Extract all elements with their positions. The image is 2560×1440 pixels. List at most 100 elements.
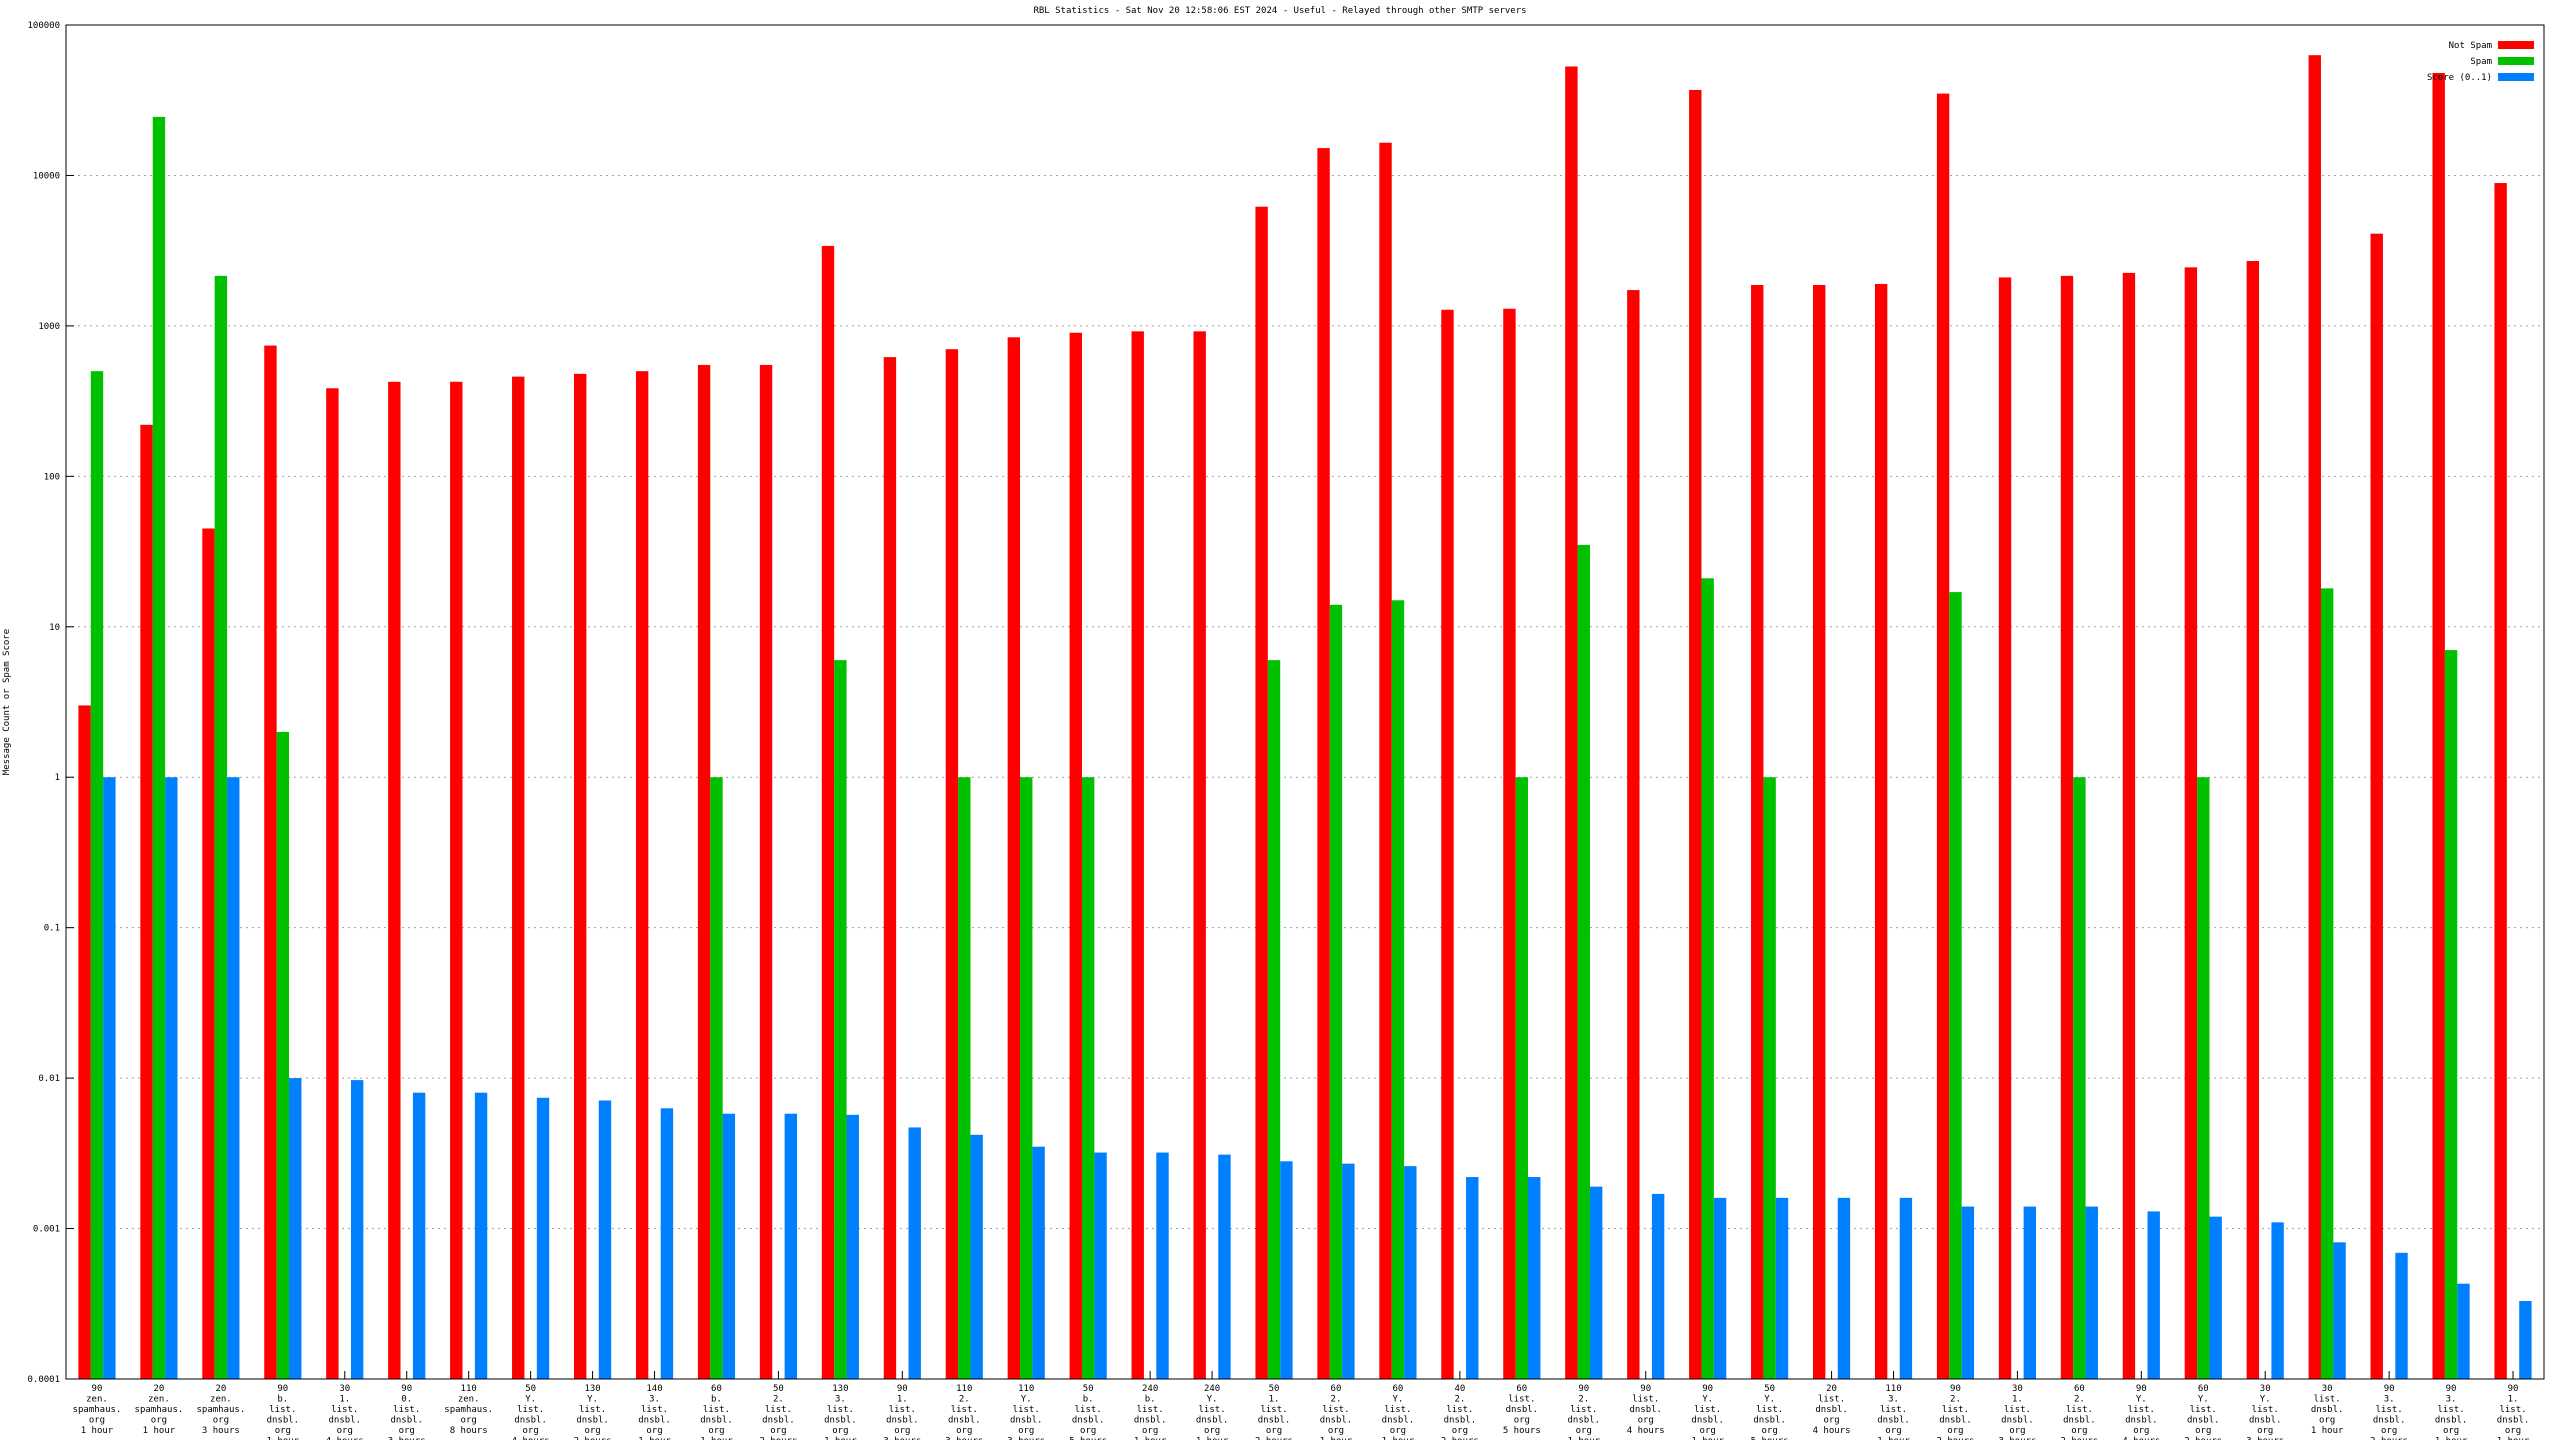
x-tick-label-line: b. (1083, 1395, 1094, 1405)
bar (697, 364, 711, 1379)
bar (1317, 148, 1330, 1380)
x-tick-label-line: 90 (1640, 1384, 1651, 1394)
x-tick-label-line: 1 hour (2497, 1437, 2530, 1440)
x-tick-label-line: 1 hour (2435, 1437, 2468, 1440)
legend-label: Not Spam (2449, 41, 2492, 51)
x-tick-label-line: dnsbl. (390, 1416, 423, 1426)
x-tick-label-line: list. (1508, 1395, 1535, 1405)
x-tick-label-line: org (399, 1426, 415, 1436)
bar (1577, 544, 1590, 1379)
x-tick-label-line: 2 hours (759, 1437, 797, 1440)
x-tick-label-line: 1 hour (1382, 1437, 1415, 1440)
bar (958, 777, 971, 1379)
x-tick-label-line: 3. (649, 1395, 660, 1405)
bar (1689, 89, 1702, 1379)
x-tick-label-line: 30 (2260, 1384, 2271, 1394)
x-tick-label-line: org (275, 1426, 291, 1436)
x-tick-label-line: org (1514, 1416, 1530, 1426)
x-tick-label-line: list. (1384, 1405, 1411, 1415)
x-tick-label-line: 3. (2446, 1395, 2457, 1405)
x-tick-label-line: org (832, 1426, 848, 1436)
x-tick-label-line: 1 hour (1691, 1437, 1724, 1440)
y-tick-label: 1 (55, 773, 60, 783)
x-tick-label-line: list. (517, 1405, 544, 1415)
x-tick-label-line: list. (2004, 1405, 2031, 1415)
x-tick-label-line: 50 (525, 1384, 536, 1394)
legend-label: Spam (2470, 57, 2492, 67)
x-tick-label-line: list. (1880, 1405, 1907, 1415)
x-tick-label-line: Y. (2136, 1395, 2147, 1405)
x-tick-label-line: org (1823, 1416, 1839, 1426)
x-tick-label-line: org (337, 1426, 353, 1436)
x-tick-label-line: 1. (2012, 1395, 2023, 1405)
x-tick-label-line: zen. (86, 1395, 108, 1405)
x-tick-label-line: dnsbl. (824, 1416, 857, 1426)
x-tick-label-line: spamhaus. (444, 1405, 493, 1415)
bar (474, 1092, 488, 1379)
bar (2122, 272, 2136, 1379)
bar (140, 424, 153, 1379)
x-tick-label: 90 list. dnsbl. org 4 hours (1627, 1384, 1665, 1436)
bar (276, 731, 290, 1379)
x-tick-label-line: list. (2376, 1405, 2403, 1415)
x-tick-label: 110 zen. spamhaus. org 8 hours (444, 1384, 493, 1436)
x-tick-label-line: spamhaus. (135, 1405, 184, 1415)
x-tick-label-line: list. (889, 1405, 916, 1415)
bar (1069, 332, 1082, 1380)
x-tick-label-line: org (1761, 1426, 1777, 1436)
x-tick-label-line: dnsbl. (1196, 1416, 1229, 1426)
bar (2519, 1300, 2532, 1379)
bar (350, 1080, 364, 1379)
bar (598, 1100, 612, 1379)
bar (1255, 206, 1268, 1379)
x-tick-label-line: 2 hours (574, 1437, 612, 1440)
bar (846, 1114, 859, 1379)
bar (1701, 578, 1714, 1379)
x-tick-label-line: Y. (1207, 1395, 1218, 1405)
x-tick-label-line: list. (1199, 1405, 1226, 1415)
bar (1131, 331, 1144, 1380)
x-tick-label-line: list. (331, 1405, 358, 1415)
x-tick-label-line: 40 (1454, 1384, 1465, 1394)
x-tick-label-line: dnsbl. (2001, 1416, 2034, 1426)
x-tick-label-line: 3 hours (883, 1437, 921, 1440)
x-tick-label-line: 5 hours (1503, 1426, 1541, 1436)
x-tick-label-line: 0. (401, 1395, 412, 1405)
x-tick-label-line: list. (1013, 1405, 1040, 1415)
x-tick-label-line: org (2257, 1426, 2273, 1436)
bar (214, 275, 228, 1379)
x-tick-label-line: 2. (1950, 1395, 1961, 1405)
y-axis-label: Message Count or Spam Score (2, 629, 12, 775)
x-tick-label-line: Y. (2260, 1395, 2271, 1405)
x-tick-label: 60 list. dnsbl. org 5 hours (1503, 1384, 1541, 1436)
x-tick-label-line: dnsbl. (514, 1416, 547, 1426)
bar (90, 371, 104, 1379)
x-tick-label-line: dnsbl. (329, 1416, 362, 1426)
x-tick-label-line: 50 (1764, 1384, 1775, 1394)
x-tick-label-line: dnsbl. (886, 1416, 919, 1426)
bar (1936, 93, 1950, 1380)
x-tick-label-line: dnsbl. (1320, 1416, 1353, 1426)
x-tick-label-line: dnsbl. (1134, 1416, 1167, 1426)
bar (883, 357, 897, 1379)
x-tick-label-line: org (1142, 1426, 1158, 1436)
x-tick-label-line: 2. (1331, 1395, 1342, 1405)
x-tick-label-line: list. (1756, 1405, 1783, 1415)
x-tick-label-line: 130 (584, 1384, 600, 1394)
x-tick-label-line: dnsbl. (638, 1416, 671, 1426)
bar (660, 1108, 674, 1379)
x-tick-label-line: 2. (2074, 1395, 2085, 1405)
x-tick-label-line: dnsbl. (1444, 1416, 1477, 1426)
x-tick-label-line: list. (1570, 1405, 1597, 1415)
bar (202, 528, 215, 1379)
bar (1032, 1146, 1045, 1379)
x-tick-label-line: org (1080, 1426, 1096, 1436)
